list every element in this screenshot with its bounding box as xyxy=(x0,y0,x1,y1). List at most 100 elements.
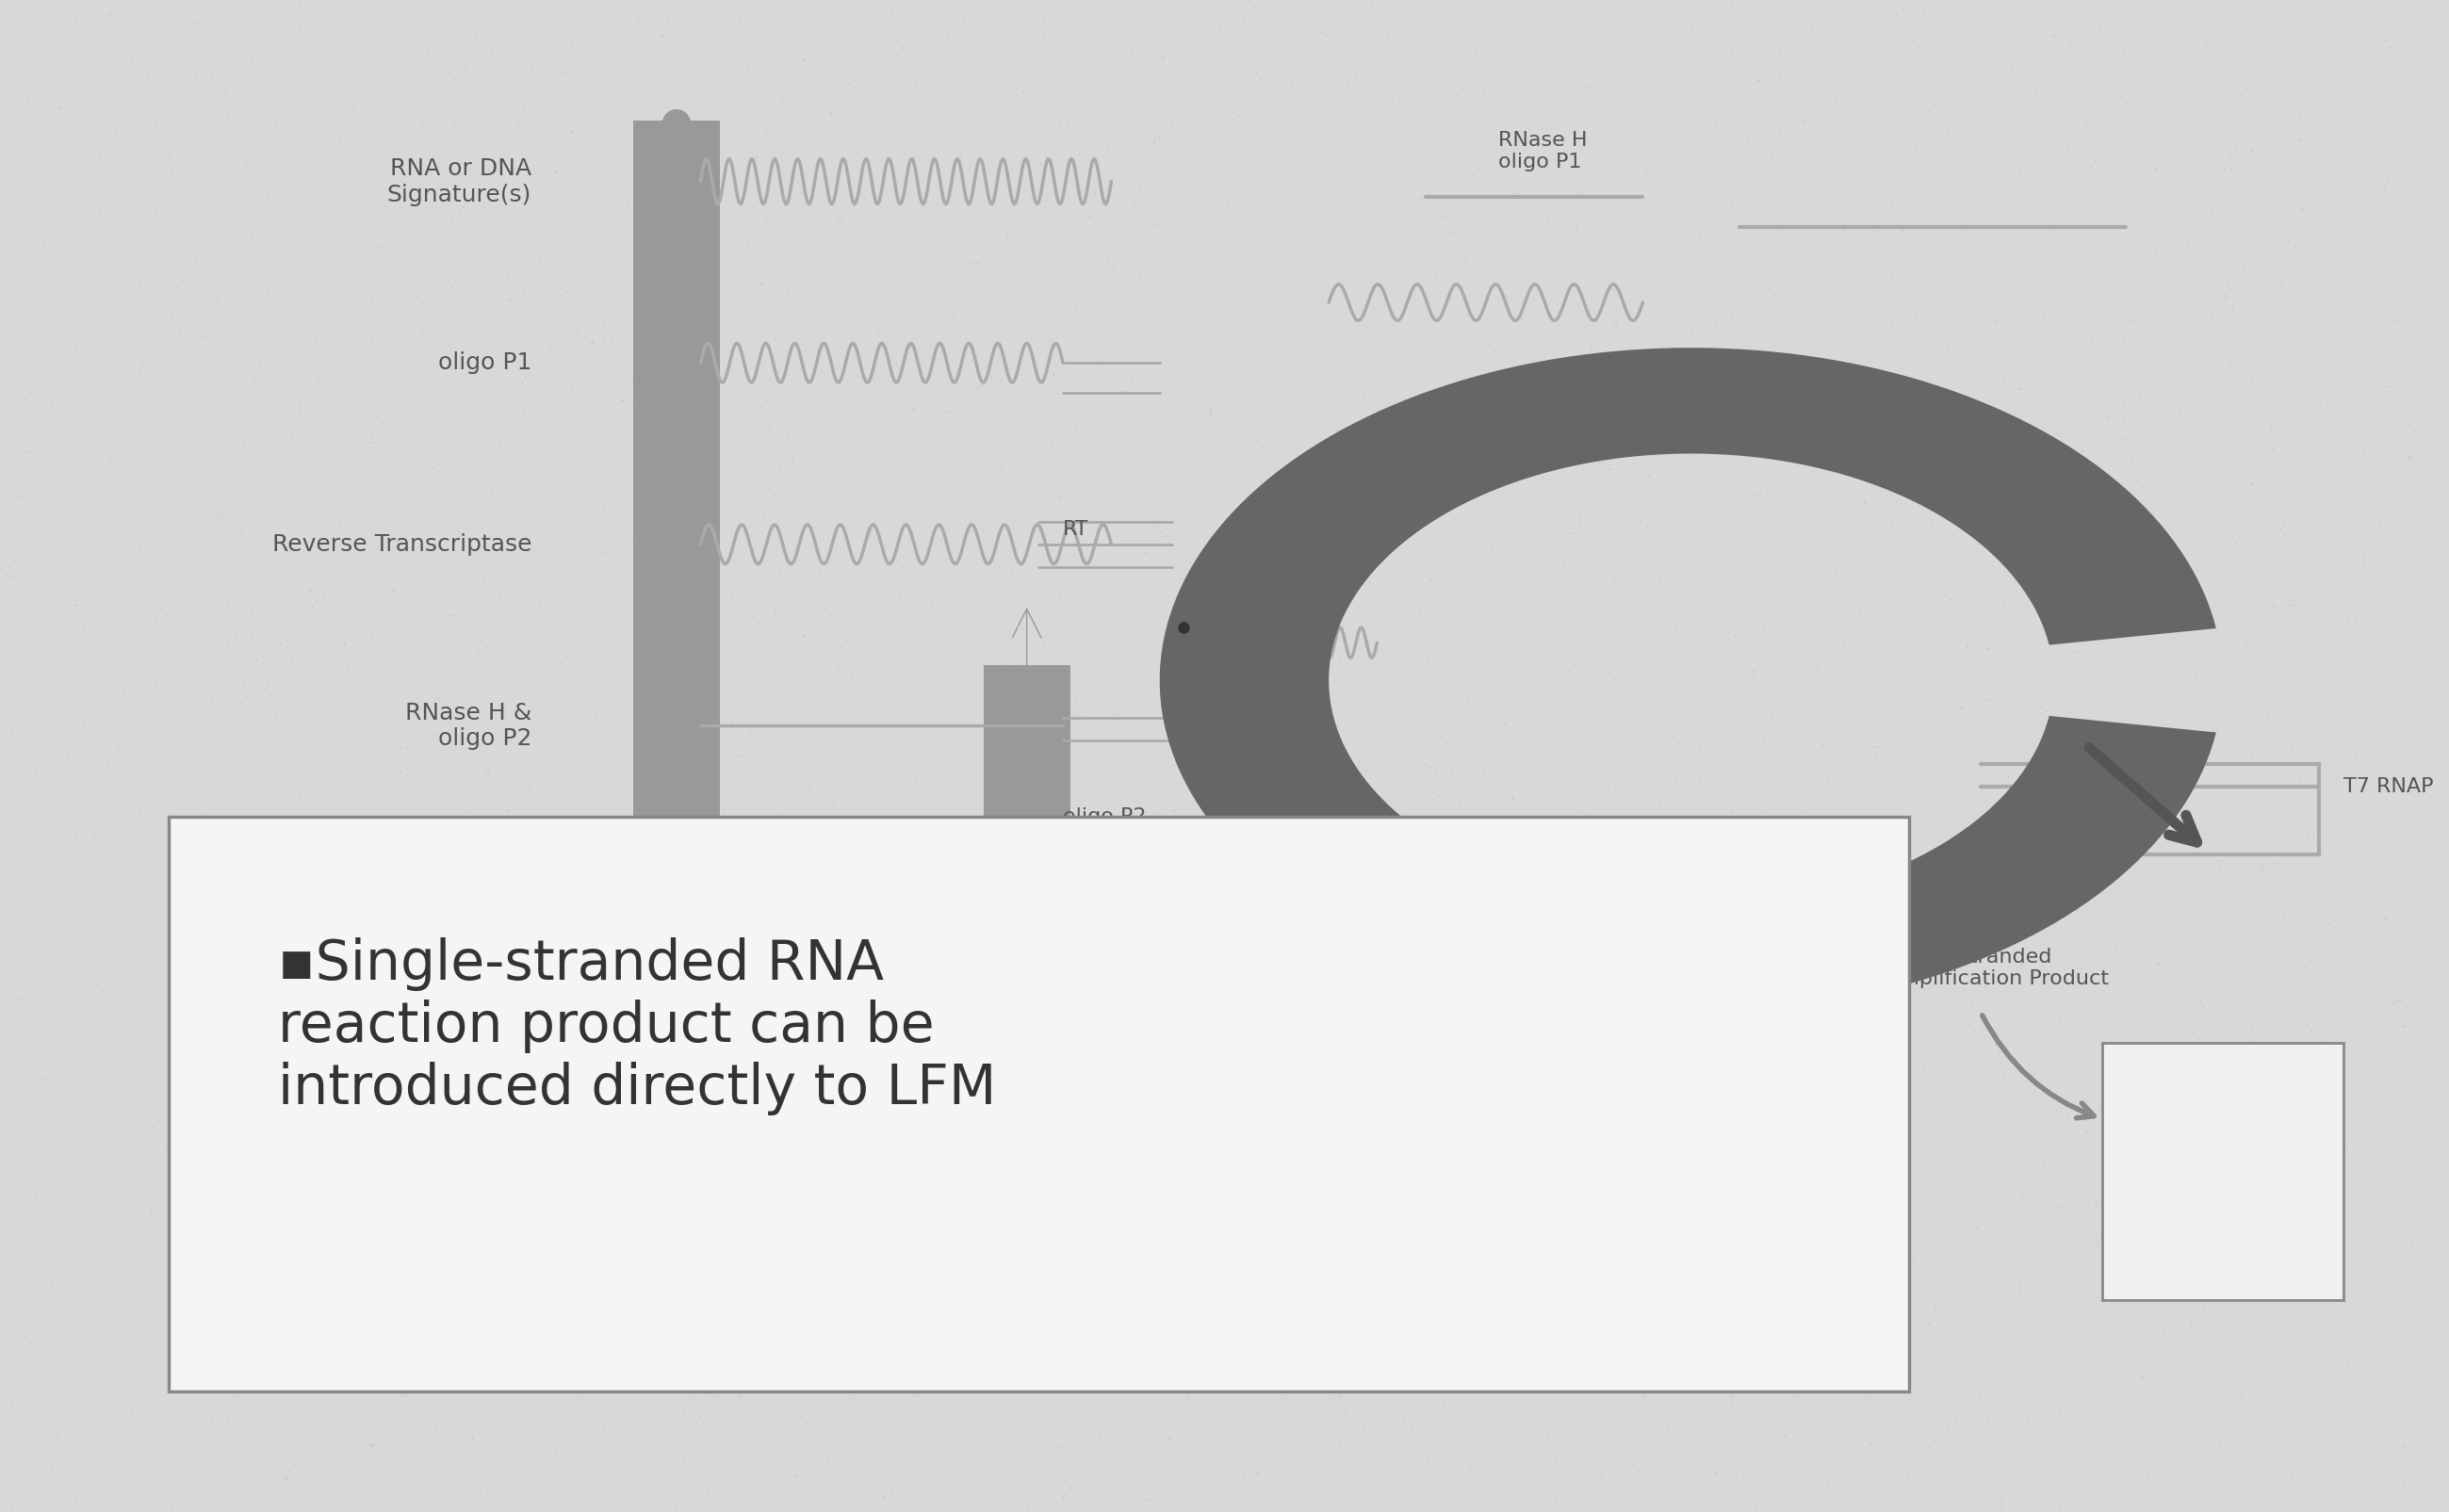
Point xyxy=(1523,127,1562,151)
Point xyxy=(27,130,66,154)
Point xyxy=(752,1004,791,1028)
Point xyxy=(1467,838,1506,862)
Point xyxy=(1244,142,1283,166)
Point xyxy=(1925,1387,1964,1411)
Point xyxy=(299,901,338,925)
Point xyxy=(1075,260,1114,284)
Point xyxy=(634,540,673,564)
Point xyxy=(764,130,803,154)
Point xyxy=(2094,366,2133,390)
Point xyxy=(2278,880,2317,904)
Point xyxy=(1866,812,1905,836)
Point xyxy=(1702,381,1741,405)
Point xyxy=(0,987,37,1012)
Point xyxy=(2187,0,2226,15)
Point xyxy=(2109,308,2148,333)
Point xyxy=(1019,222,1058,246)
Point xyxy=(1337,493,1376,517)
Point xyxy=(2371,145,2410,169)
Point xyxy=(1254,519,1293,543)
Point xyxy=(2260,274,2300,298)
Point xyxy=(193,1318,233,1343)
Point xyxy=(644,169,683,194)
Point xyxy=(813,1477,852,1501)
Point xyxy=(519,1024,558,1048)
Point xyxy=(2180,540,2219,564)
Point xyxy=(1709,416,1749,440)
Point xyxy=(402,321,441,345)
Point xyxy=(620,8,659,32)
Point xyxy=(2025,699,2065,723)
Point xyxy=(1504,631,1543,655)
Point xyxy=(1560,1111,1599,1136)
Point xyxy=(1080,29,1119,53)
Point xyxy=(1060,582,1100,606)
Point xyxy=(1896,135,1935,159)
Point xyxy=(321,1318,360,1343)
Point xyxy=(1793,995,1832,1019)
Point xyxy=(1114,191,1153,215)
Point xyxy=(1800,745,1839,770)
Point xyxy=(2118,469,2158,493)
Point xyxy=(446,1278,485,1302)
Point xyxy=(514,1302,553,1326)
Point xyxy=(1134,930,1173,954)
Point xyxy=(203,683,242,708)
Point xyxy=(1700,835,1739,859)
Point xyxy=(206,79,245,103)
Point xyxy=(1847,488,1886,513)
Point xyxy=(1785,189,1825,213)
Point xyxy=(522,1202,561,1226)
Point xyxy=(1847,572,1886,596)
Point xyxy=(1685,576,1724,600)
Point xyxy=(1964,1016,2003,1040)
Point xyxy=(1577,166,1616,191)
Point xyxy=(1812,452,1851,476)
Point xyxy=(2349,1117,2388,1142)
Point xyxy=(247,706,287,730)
Point xyxy=(2094,301,2133,325)
Point xyxy=(642,1240,681,1264)
Point xyxy=(1567,782,1607,806)
Point xyxy=(2376,398,2415,422)
Point xyxy=(387,733,426,758)
Point xyxy=(311,943,350,968)
Point xyxy=(294,820,333,844)
Point xyxy=(602,658,642,682)
Point xyxy=(1357,1009,1396,1033)
Point xyxy=(507,88,546,112)
Point xyxy=(0,564,27,588)
Point xyxy=(1839,380,1878,404)
Point xyxy=(2211,157,2251,181)
Point xyxy=(1866,1187,1905,1211)
Point xyxy=(735,537,774,561)
Point xyxy=(1009,706,1048,730)
Point xyxy=(7,440,47,464)
Point xyxy=(431,124,470,148)
Point xyxy=(1384,1210,1423,1234)
Point xyxy=(0,331,29,355)
Point xyxy=(561,1335,600,1359)
Point xyxy=(1278,936,1318,960)
Point xyxy=(1903,2,1942,26)
Point xyxy=(909,1214,948,1238)
Point xyxy=(372,1344,411,1368)
Point xyxy=(2393,1107,2432,1131)
Point xyxy=(1075,181,1114,206)
Point xyxy=(1146,1201,1185,1225)
Point xyxy=(230,1122,269,1146)
Point xyxy=(184,815,223,839)
Point xyxy=(659,378,698,402)
Point xyxy=(1817,446,1856,470)
Point xyxy=(296,694,336,718)
Point xyxy=(375,860,414,885)
Point xyxy=(2373,694,2412,718)
Point xyxy=(323,715,362,739)
Point xyxy=(1269,561,1308,585)
Point xyxy=(1621,679,1660,703)
Point xyxy=(1638,806,1678,830)
Point xyxy=(1631,838,1670,862)
Point xyxy=(820,930,860,954)
Point xyxy=(2278,1255,2317,1279)
Point xyxy=(801,154,840,178)
